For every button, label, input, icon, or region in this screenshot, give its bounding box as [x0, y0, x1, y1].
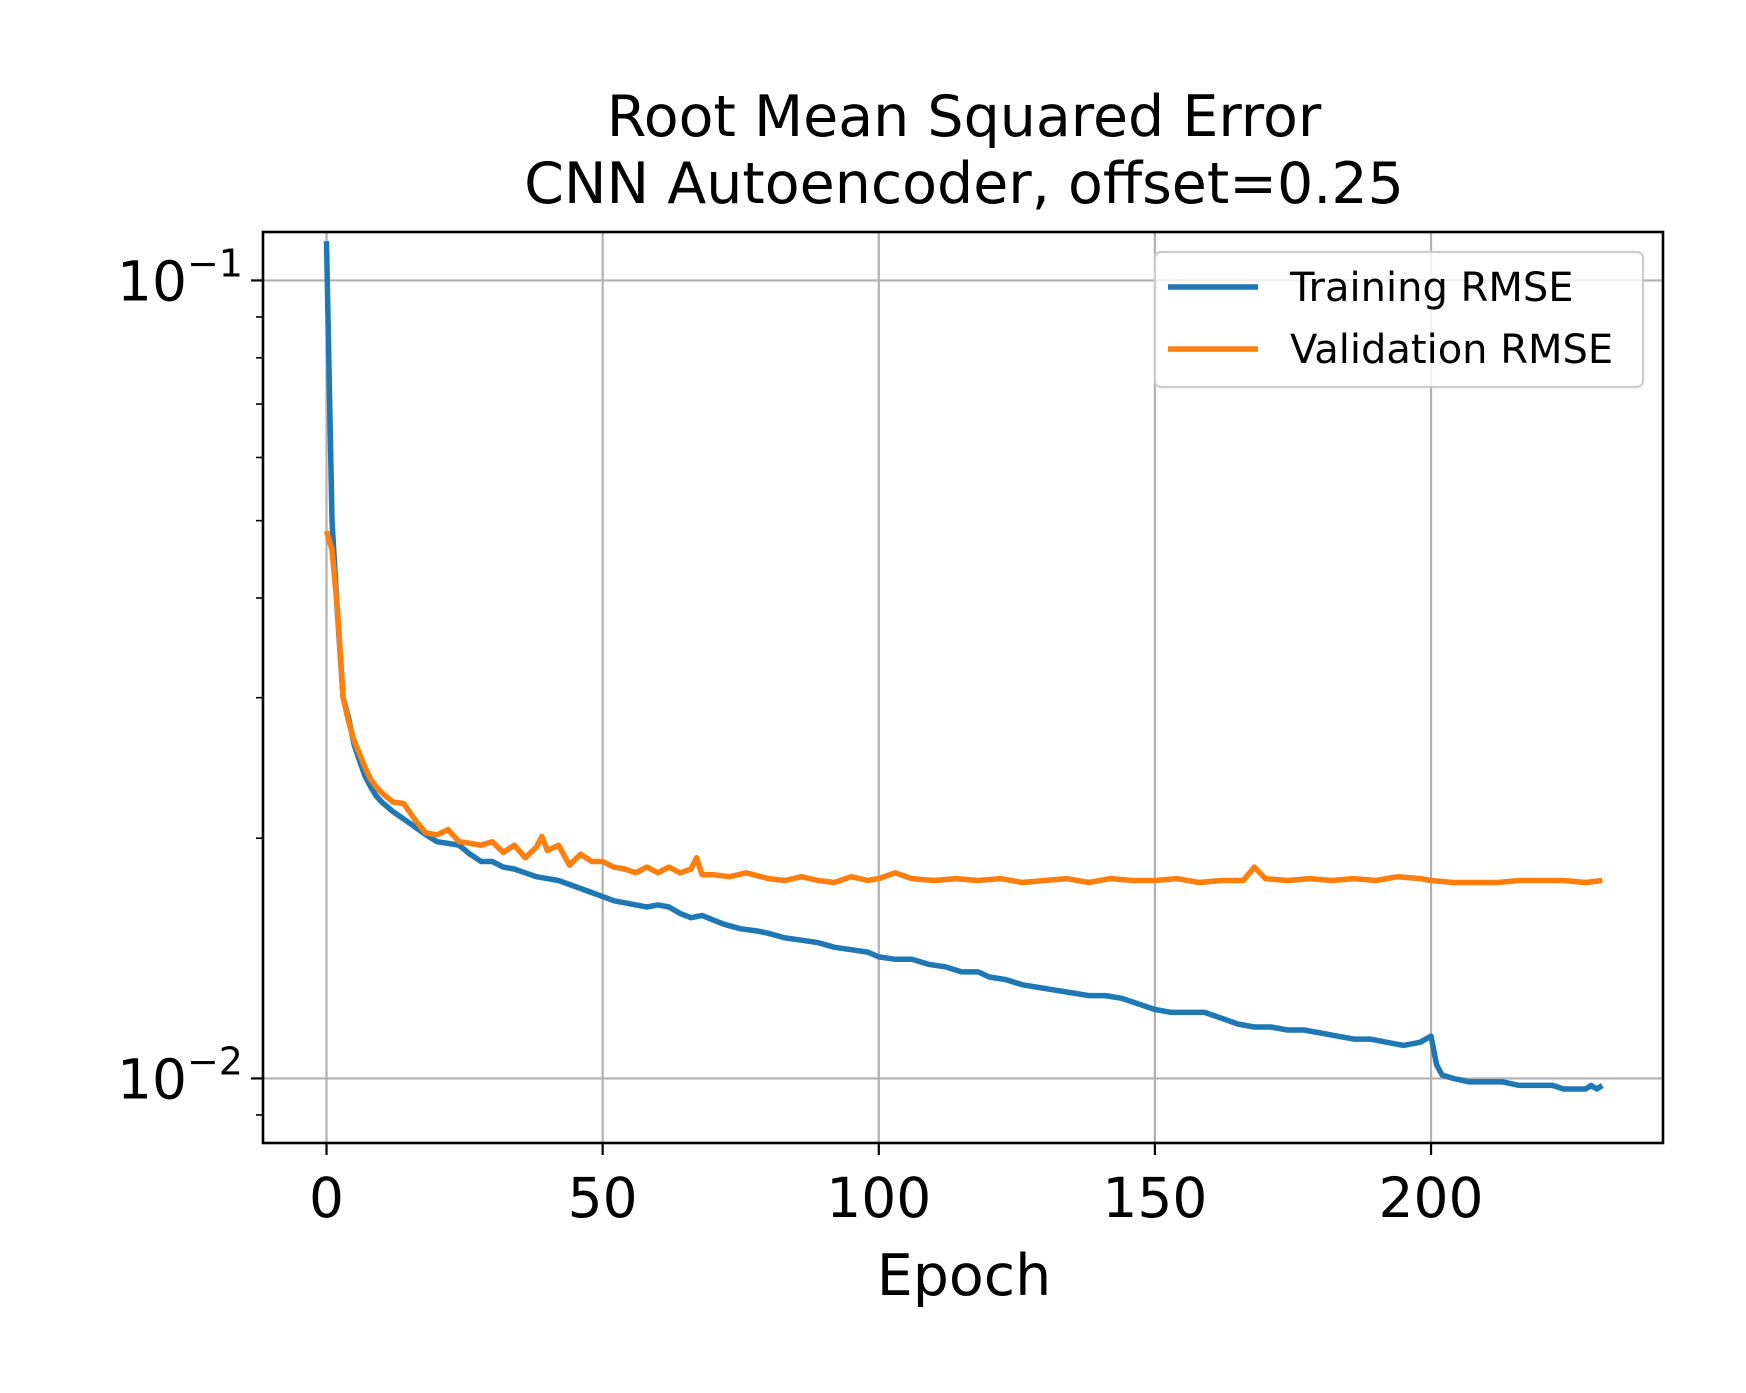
x-tick-label: 200: [1379, 1166, 1484, 1230]
x-tick-label: 150: [1102, 1166, 1207, 1230]
y-tick-label: 10−2: [117, 1039, 243, 1111]
plot-frame: [261, 230, 1665, 1145]
x-tick-labels: 0 50 100 150 200: [309, 1166, 1484, 1230]
axis-ticks: [251, 279, 1433, 1155]
legend-label-validation: Validation RMSE: [1290, 327, 1613, 373]
plot-series: [323, 241, 1604, 1092]
training-rmse-line: [323, 241, 1604, 1092]
legend: Training RMSE Validation RMSE: [1153, 250, 1645, 389]
x-tick-label: 50: [568, 1166, 638, 1230]
y-tick-label: 10−1: [117, 241, 243, 313]
x-tick-label: 100: [826, 1166, 931, 1230]
validation-rmse-line: [323, 530, 1603, 886]
y-tick-labels: 10−1 10−2: [117, 241, 243, 1111]
legend-box: [1153, 250, 1645, 389]
x-axis-label: Epoch: [877, 1243, 1052, 1309]
legend-label-training: Training RMSE: [1289, 265, 1574, 311]
chart-subtitle: CNN Autoencoder, offset=0.25: [524, 151, 1404, 217]
x-tick-label: 0: [309, 1166, 344, 1230]
chart-title: Root Mean Squared Error: [607, 84, 1322, 150]
